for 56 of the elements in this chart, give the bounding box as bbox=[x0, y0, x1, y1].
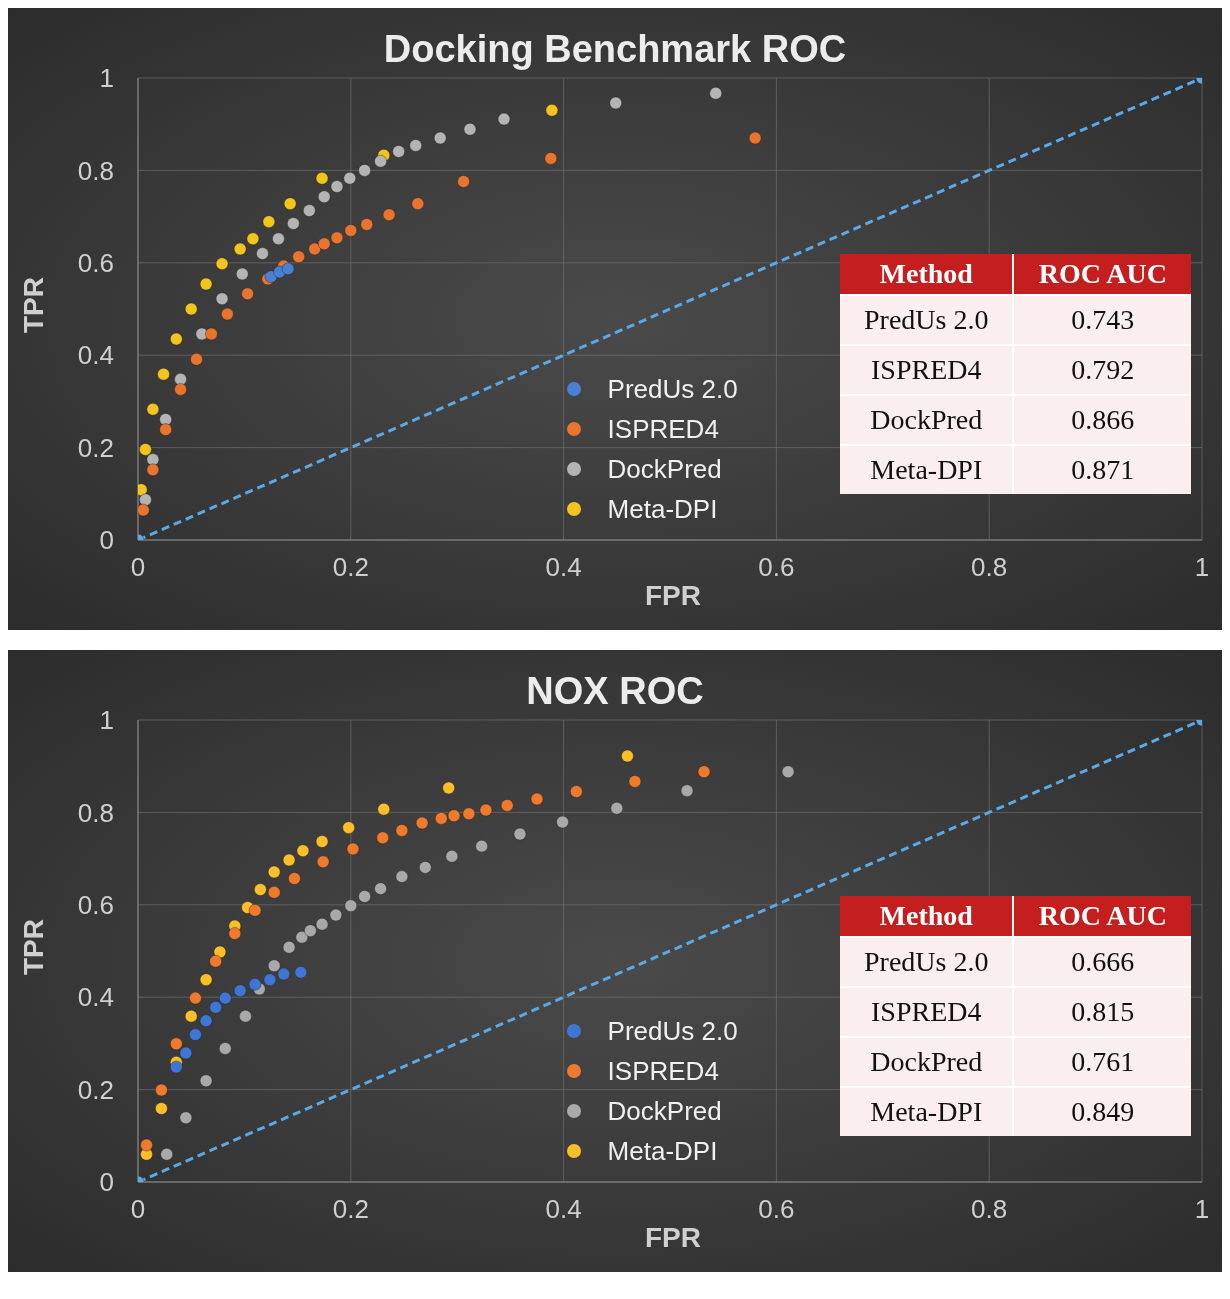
annotation: PredUs 2.0 bbox=[840, 936, 1014, 987]
x-tick-label: 0.4 bbox=[545, 1194, 582, 1225]
x-tick-label: 0.2 bbox=[332, 1194, 369, 1225]
y-axis-title: TPR bbox=[18, 276, 50, 335]
y-tick-label: 0.2 bbox=[77, 1074, 114, 1105]
legend-label: Meta-DPI bbox=[607, 1135, 718, 1167]
legend-label: PredUs 2.0 bbox=[607, 373, 738, 405]
annotation: 0.666 bbox=[1070, 944, 1136, 979]
x-tick-label: 1 bbox=[1194, 552, 1210, 583]
legend-label: DockPred bbox=[607, 1095, 722, 1127]
annotation: 0.743 bbox=[1070, 302, 1136, 337]
x-tick-label: 0 bbox=[130, 552, 146, 583]
x-tick-label: 0.6 bbox=[758, 552, 795, 583]
annotation: 0.866 bbox=[1070, 402, 1136, 437]
x-axis-title: FPR bbox=[645, 1222, 701, 1254]
annotation: Method bbox=[840, 253, 1014, 295]
annotation: 0.792 bbox=[1070, 352, 1136, 387]
y-tick-label: 0.8 bbox=[77, 155, 114, 186]
x-tick-label: 1 bbox=[1194, 1194, 1210, 1225]
legend-label: ISPRED4 bbox=[607, 1055, 719, 1087]
chart-title: Docking Benchmark ROC bbox=[383, 28, 847, 70]
y-tick-label: 0 bbox=[99, 1167, 114, 1198]
annotation: 0.871 bbox=[1070, 452, 1136, 487]
annotation: PredUs 2.0 bbox=[840, 294, 1014, 345]
y-tick-label: 0.6 bbox=[77, 890, 114, 921]
annotation: ISPRED4 bbox=[840, 986, 1014, 1037]
legend-label: ISPRED4 bbox=[607, 413, 719, 445]
y-tick-label: 0 bbox=[99, 525, 114, 556]
annotation: Meta-DPI bbox=[840, 444, 1014, 494]
y-tick-label: 0.4 bbox=[77, 982, 114, 1013]
x-tick-label: 0.4 bbox=[545, 552, 582, 583]
y-tick-label: 0.4 bbox=[77, 340, 114, 371]
annotation: 0.761 bbox=[1070, 1044, 1136, 1079]
y-tick-label: 1 bbox=[99, 705, 114, 736]
annotation: 0.815 bbox=[1070, 994, 1136, 1029]
y-tick-label: 0.8 bbox=[77, 797, 114, 828]
x-tick-label: 0.8 bbox=[971, 1194, 1008, 1225]
legend-label: Meta-DPI bbox=[607, 493, 718, 525]
legend-label: DockPred bbox=[607, 453, 722, 485]
x-tick-label: 0.6 bbox=[758, 1194, 795, 1225]
annotation: Method bbox=[840, 895, 1014, 937]
x-tick-label: 0.2 bbox=[332, 552, 369, 583]
chart-title: NOX ROC bbox=[526, 670, 704, 712]
annotation: DockPred bbox=[840, 394, 1014, 445]
y-tick-label: 0.2 bbox=[77, 432, 114, 463]
y-tick-label: 0.6 bbox=[77, 248, 114, 279]
x-tick-label: 0.8 bbox=[971, 552, 1008, 583]
x-tick-label: 0 bbox=[130, 1194, 146, 1225]
legend-label: PredUs 2.0 bbox=[607, 1015, 738, 1047]
annotation: ISPRED4 bbox=[840, 344, 1014, 395]
x-axis-title: FPR bbox=[645, 580, 701, 612]
y-axis-title: TPR bbox=[18, 918, 50, 977]
y-tick-label: 1 bbox=[99, 63, 114, 94]
annotation: 0.849 bbox=[1070, 1094, 1136, 1129]
annotation: Meta-DPI bbox=[840, 1086, 1014, 1136]
annotation: DockPred bbox=[840, 1036, 1014, 1087]
